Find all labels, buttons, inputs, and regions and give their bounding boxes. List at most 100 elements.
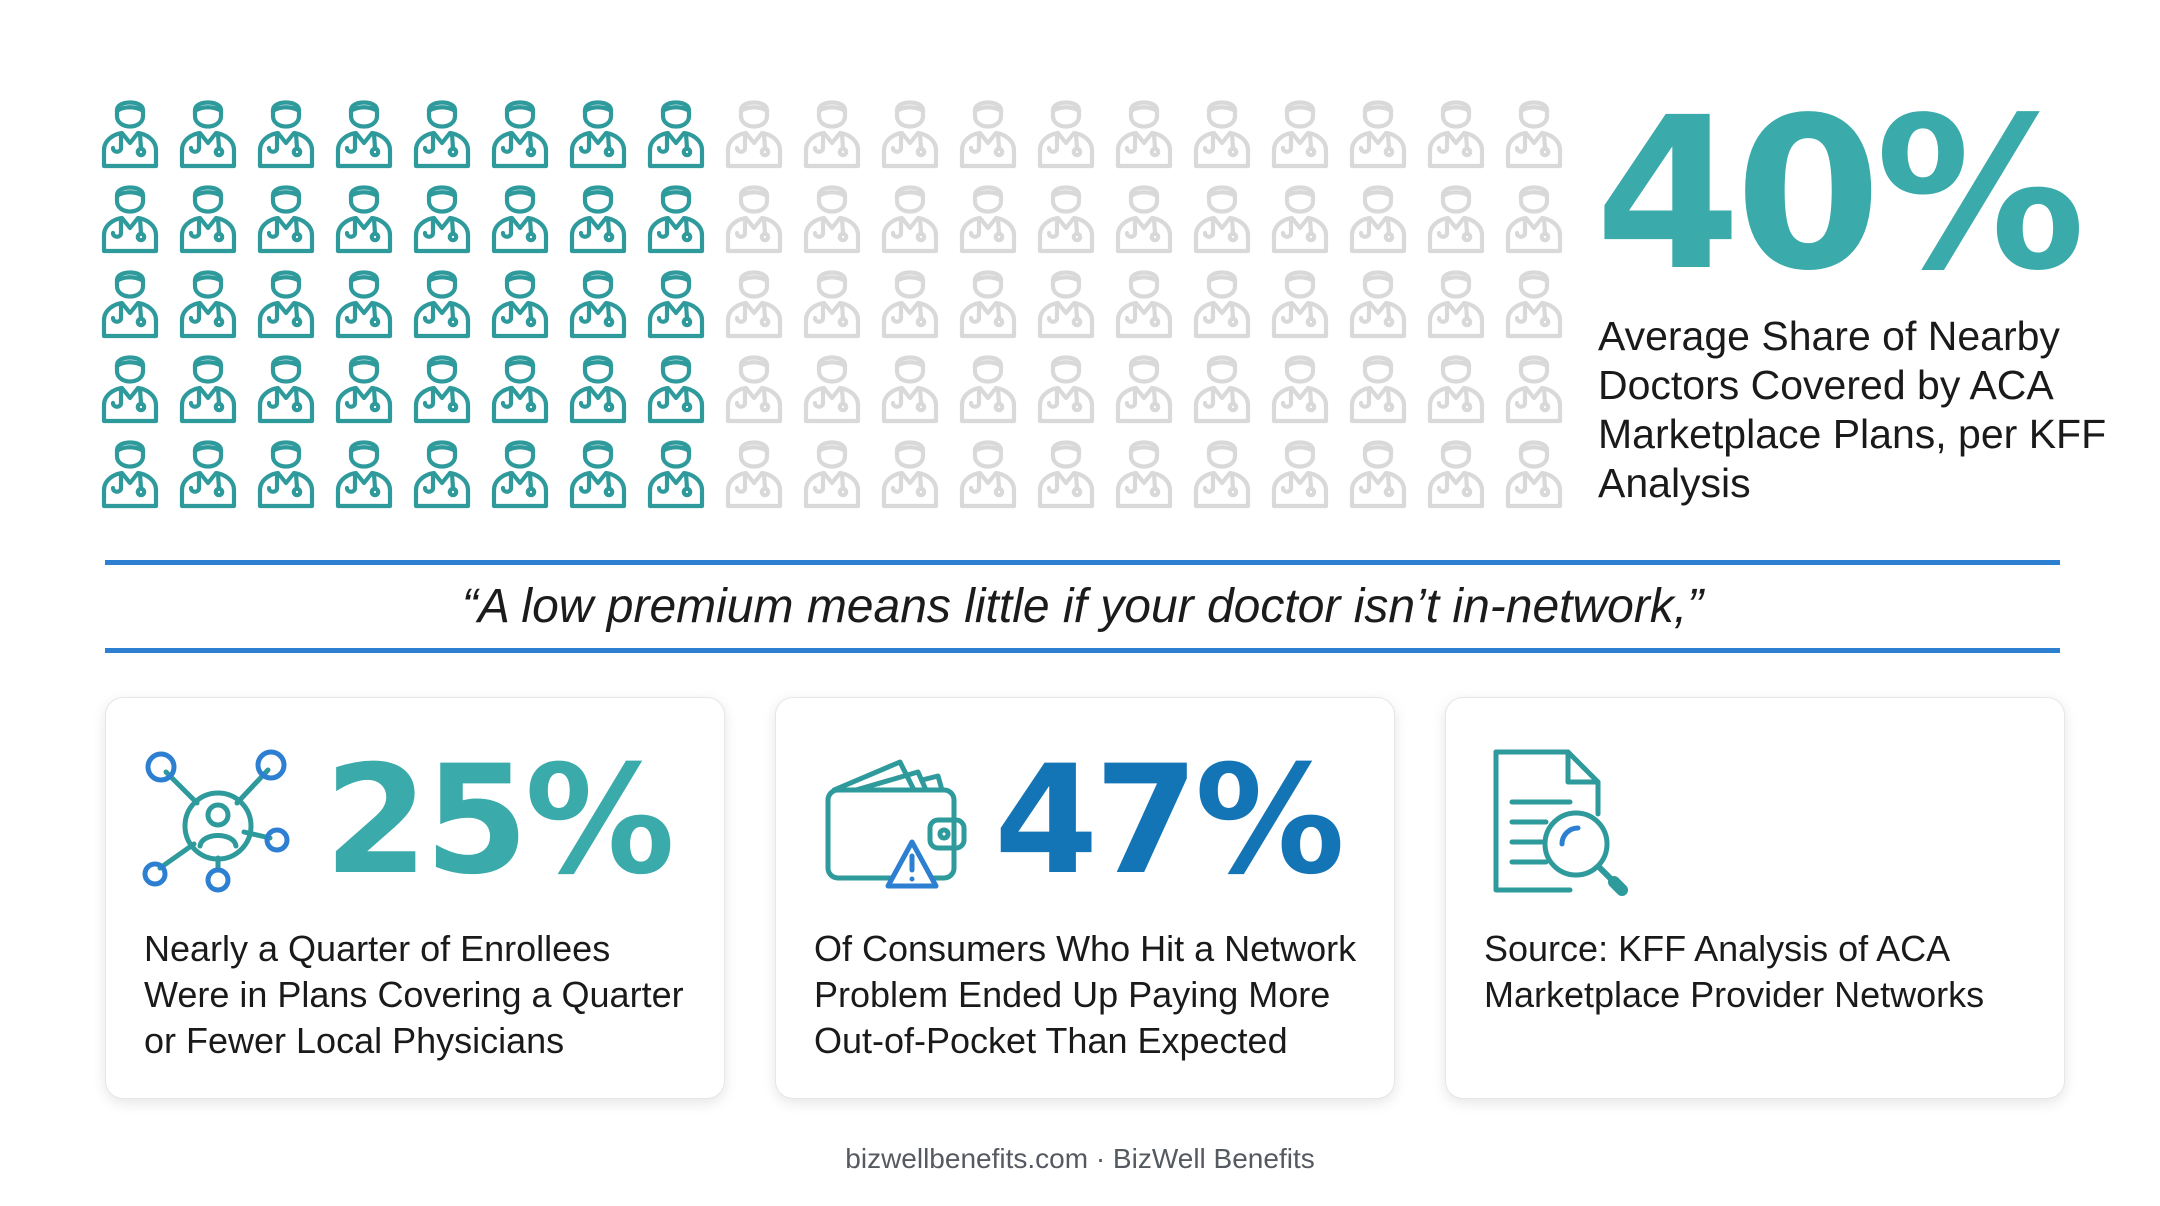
pull-quote: “A low premium means little if your doct…: [461, 580, 1704, 633]
doctor-icon: [959, 185, 1017, 254]
doctor-icon: [647, 355, 705, 424]
stat-card-enrollees: 25% Nearly a Quarter of Enrollees Were i…: [105, 697, 725, 1099]
doctor-icon: [335, 270, 393, 339]
doctor-icon: [1115, 185, 1173, 254]
doctor-icon: [881, 270, 939, 339]
doctor-icon: [1505, 100, 1563, 169]
doctor-icon: [179, 355, 237, 424]
doctor-icon: [1037, 185, 1095, 254]
headline-percent: 40%: [1595, 72, 2086, 317]
doctor-icon: [491, 100, 549, 169]
doctor-icon: [803, 440, 861, 509]
doctor-icon: [1037, 270, 1095, 339]
doctor-icon: [1505, 355, 1563, 424]
doctor-icon: [1427, 355, 1485, 424]
doctor-icon: [1037, 100, 1095, 169]
doctor-icon: [569, 100, 627, 169]
quote-bottom-rule: [105, 648, 2060, 653]
doctor-icon: [881, 185, 939, 254]
stat-card-out-of-pocket: 47% Of Consumers Who Hit a Network Probl…: [775, 697, 1395, 1099]
doctor-icon: [1115, 100, 1173, 169]
doctor-icon: [257, 185, 315, 254]
stat-percent: 47%: [994, 734, 1345, 908]
stat-description: Of Consumers Who Hit a Network Problem E…: [814, 928, 1357, 1061]
source-description: Source: KFF Analysis of ACA Marketplace …: [1484, 928, 1985, 1015]
doctor-icon: [491, 270, 549, 339]
doctor-icon: [335, 355, 393, 424]
doctor-icon: [1349, 270, 1407, 339]
doctor-icon: [1349, 185, 1407, 254]
stat-percent: 25%: [324, 734, 675, 908]
doctor-icon: [725, 270, 783, 339]
doctor-icon: [413, 355, 471, 424]
doctor-icon: [803, 270, 861, 339]
doctor-icon: [647, 270, 705, 339]
doctor-icon: [959, 100, 1017, 169]
doctor-icon: [725, 355, 783, 424]
doctor-icon: [1115, 440, 1173, 509]
doctor-icon: [101, 355, 159, 424]
footer-attribution: bizwellbenefits.com · BizWell Benefits: [845, 1143, 1315, 1174]
doctor-icon: [491, 185, 549, 254]
doctor-icon: [803, 355, 861, 424]
doctor-icon: [725, 100, 783, 169]
doctor-icon: [101, 440, 159, 509]
doctor-icon: [257, 355, 315, 424]
doctor-icon: [1349, 355, 1407, 424]
doctor-icon: [413, 270, 471, 339]
doctor-icon: [647, 440, 705, 509]
doctor-icon: [881, 440, 939, 509]
doctor-icon: [881, 355, 939, 424]
doctor-icon: [803, 100, 861, 169]
doctor-icon: [1349, 440, 1407, 509]
doctor-icon: [179, 440, 237, 509]
doctor-icon: [959, 440, 1017, 509]
doctor-icon: [1271, 355, 1329, 424]
doctor-icon: [1193, 355, 1251, 424]
doctor-icon: [647, 100, 705, 169]
doctor-icon: [1115, 355, 1173, 424]
doctor-icon: [257, 100, 315, 169]
doctor-icon: [413, 185, 471, 254]
doctor-icon: [1427, 100, 1485, 169]
doctor-icon: [335, 440, 393, 509]
network-person-icon: [142, 749, 290, 893]
doctor-icon: [491, 355, 549, 424]
doctor-icon: [1505, 440, 1563, 509]
doctor-icon: [569, 355, 627, 424]
doctor-icon: [1271, 185, 1329, 254]
document-search-icon: [1493, 749, 1628, 896]
doctor-icon: [179, 270, 237, 339]
doctor-icon: [569, 440, 627, 509]
doctor-icon: [1427, 440, 1485, 509]
doctor-icon: [413, 100, 471, 169]
doctor-icon: [881, 100, 939, 169]
doctor-icon: [1193, 440, 1251, 509]
headline-description: Average Share of Nearby Doctors Covered …: [1598, 313, 2107, 506]
doctor-icon: [257, 440, 315, 509]
doctor-icon: [1505, 270, 1563, 339]
doctor-icon: [179, 185, 237, 254]
doctor-icon: [569, 270, 627, 339]
doctor-icon: [1271, 440, 1329, 509]
doctor-icon: [725, 440, 783, 509]
doctor-icon: [959, 355, 1017, 424]
doctor-icon: [101, 270, 159, 339]
doctor-icon: [335, 185, 393, 254]
doctor-icon: [1037, 355, 1095, 424]
doctor-icon: [1193, 270, 1251, 339]
doctor-waffle-grid: [101, 100, 1563, 509]
doctor-icon: [101, 100, 159, 169]
doctor-icon: [1193, 100, 1251, 169]
doctor-icon: [1427, 185, 1485, 254]
doctor-icon: [1271, 270, 1329, 339]
doctor-icon: [959, 270, 1017, 339]
doctor-icon: [1271, 100, 1329, 169]
doctor-icon: [1193, 185, 1251, 254]
doctor-icon: [101, 185, 159, 254]
doctor-icon: [413, 440, 471, 509]
doctor-icon: [1427, 270, 1485, 339]
source-card: Source: KFF Analysis of ACA Marketplace …: [1445, 697, 2065, 1099]
doctor-icon: [1505, 185, 1563, 254]
doctor-icon: [257, 270, 315, 339]
